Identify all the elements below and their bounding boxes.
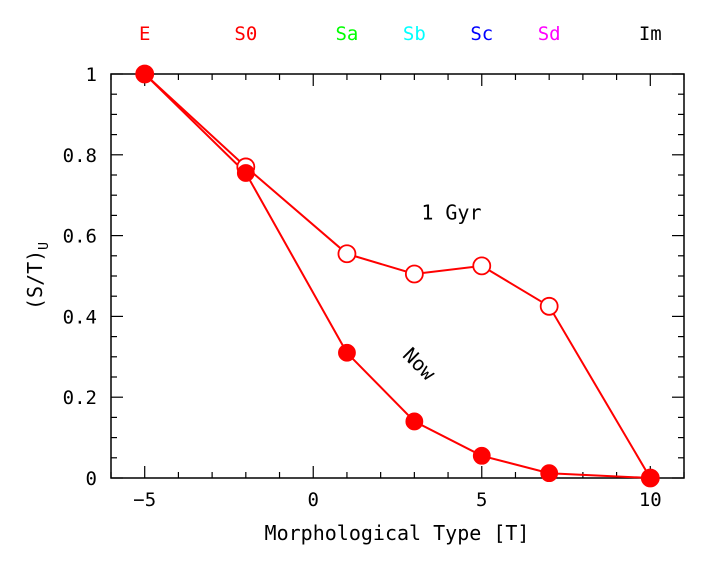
open-point — [539, 296, 559, 316]
open-point — [337, 244, 357, 264]
filled-point — [135, 65, 154, 83]
labels-layer: −5 0 5 10 0 0.2 0.4 0.6 0.8 1 E S0 Sa Sb Sc Sd Im 1 Gyr No… — [63, 23, 662, 511]
x-axis-title: Morphological Type [T] — [265, 521, 530, 545]
type-label: S0 — [234, 23, 257, 45]
filled-point — [641, 469, 660, 487]
filled-point — [338, 343, 356, 362]
y-tick-label: 0.4 — [63, 306, 97, 328]
type-label: Sa — [335, 23, 358, 45]
open-point — [404, 264, 424, 284]
type-label: Im — [639, 23, 662, 45]
tick-marks — [110, 73, 685, 479]
filled-point — [472, 446, 491, 465]
y-tick-label: 0.6 — [63, 226, 97, 248]
type-label: Sb — [403, 23, 426, 45]
filled-point — [405, 412, 424, 431]
plot-frame — [110, 73, 685, 479]
series-layer — [135, 64, 660, 488]
y-tick-label: 0.2 — [63, 387, 97, 409]
filled-point — [540, 464, 559, 483]
x-tick-label: 5 — [476, 489, 487, 511]
filled-point — [236, 164, 255, 182]
open-point — [472, 256, 492, 276]
series-annotation: 1 Gyr — [421, 200, 481, 224]
y-axis-title: (S/T)U — [23, 242, 52, 310]
series-annotation: Now — [398, 343, 441, 386]
type-label: E — [139, 23, 150, 45]
y-tick-label: 0 — [86, 468, 97, 490]
y-tick-label: 0.8 — [63, 145, 97, 167]
series-line — [144, 73, 652, 479]
x-tick-label: −5 — [133, 489, 156, 511]
type-label: Sc — [470, 23, 493, 45]
series-line — [144, 73, 651, 479]
x-tick-label: 10 — [639, 489, 662, 511]
y-tick-label: 1 — [86, 64, 97, 86]
type-label: Sd — [538, 23, 561, 45]
x-tick-label: 0 — [308, 489, 319, 511]
